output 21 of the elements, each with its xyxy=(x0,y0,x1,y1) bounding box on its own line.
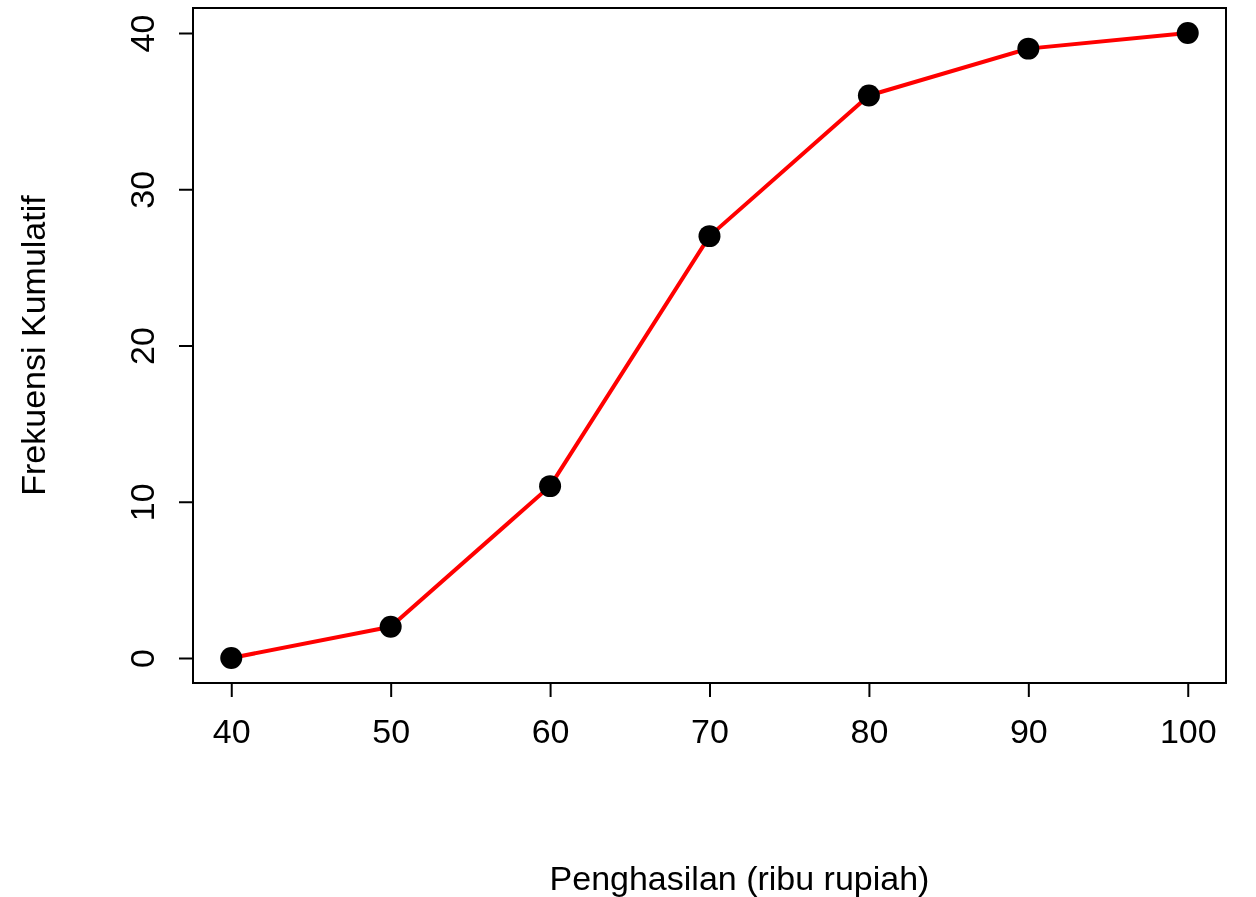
point xyxy=(1017,37,1040,60)
x-tick-label: 100 xyxy=(1159,712,1217,751)
x-tick-label: 70 xyxy=(691,712,729,751)
y-tick-label: 40 xyxy=(122,14,161,53)
y-tick-label: 10 xyxy=(122,483,161,522)
x-tick-label: 80 xyxy=(850,712,889,751)
point xyxy=(539,475,562,498)
x-axis-title: Penghasilan (ribu rupiah) xyxy=(549,859,930,897)
x-tick-label: 40 xyxy=(212,712,251,751)
x-tick-label: 60 xyxy=(531,712,570,751)
y-tick-label: 20 xyxy=(122,327,161,365)
point xyxy=(698,225,721,248)
y-tick-label: 30 xyxy=(122,170,161,209)
point xyxy=(379,615,402,638)
y-tick-label: 0 xyxy=(122,649,161,668)
point xyxy=(220,647,243,669)
x-tick-label: 50 xyxy=(372,712,411,751)
x-tick-label: 90 xyxy=(1009,712,1048,751)
point xyxy=(1176,22,1199,44)
y-axis-title: Frekuensi Kumulatif xyxy=(14,194,52,496)
point xyxy=(857,84,880,107)
